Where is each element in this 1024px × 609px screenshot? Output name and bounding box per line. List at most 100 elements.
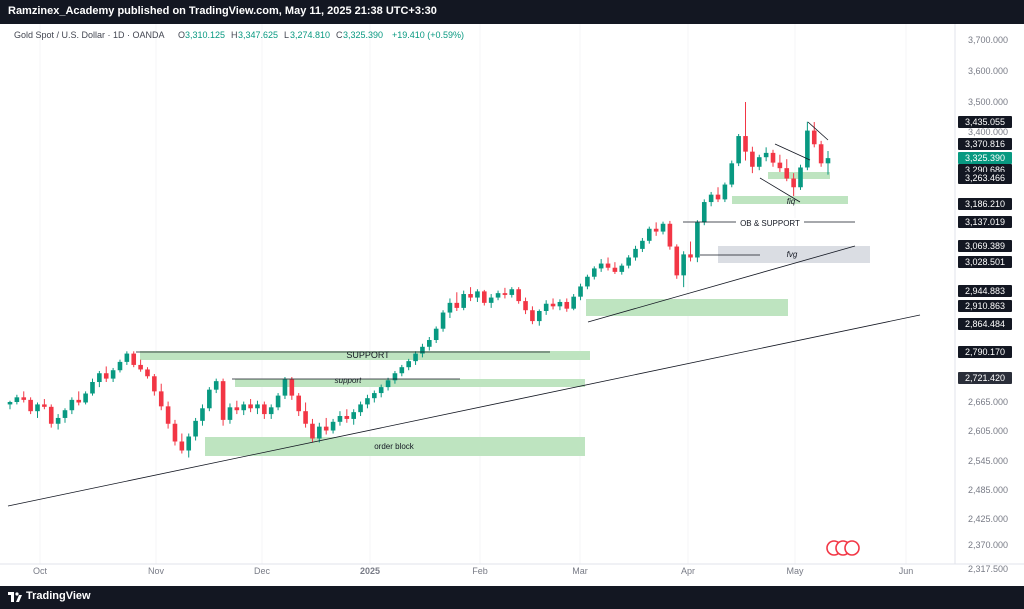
y-tick-label: 3,600.000: [968, 66, 1008, 76]
candle-body: [777, 162, 783, 169]
x-tick-label: 2025: [360, 566, 380, 576]
candle-body: [131, 353, 137, 365]
candle-body: [488, 297, 494, 303]
x-tick-label: Jun: [899, 566, 914, 576]
candle-body: [798, 167, 803, 188]
candle-body: [811, 130, 817, 145]
price-label: 2,721.420: [965, 373, 1005, 383]
trendline: [759, 177, 801, 203]
candlestick-chart[interactable]: SUPPORT support order block OB & SUPPORT fvg…: [0, 24, 1024, 586]
candle-body: [591, 268, 597, 277]
price-label: 3,370.816: [965, 139, 1005, 149]
candle-body: [612, 267, 618, 272]
candle-body: [193, 420, 198, 437]
y-tick-label: 2,665.000: [968, 397, 1008, 407]
candle-body: [358, 404, 363, 413]
candle-body: [626, 257, 631, 266]
candle-body: [172, 423, 178, 442]
candle-body: [337, 416, 343, 422]
us-flag-icon[interactable]: [844, 540, 860, 556]
price-label: 3,263.466: [965, 173, 1005, 183]
candle-body: [90, 382, 95, 394]
y-tick-label: 3,500.000: [968, 97, 1008, 107]
price-label: 2,790.170: [965, 347, 1005, 357]
candle-body: [124, 353, 130, 362]
candle-body: [736, 136, 741, 164]
price-label-bg: [958, 318, 1012, 330]
candle-body: [461, 294, 466, 308]
candle-body: [585, 276, 590, 287]
zones-layer: [140, 172, 870, 456]
candle-body: [399, 367, 405, 374]
candle-body: [536, 310, 542, 322]
x-tick-label: Nov: [148, 566, 165, 576]
candle-body: [76, 399, 82, 403]
candle-body: [660, 223, 666, 232]
trendline: [587, 245, 856, 323]
time-axis[interactable]: Oct Nov Dec 2025 Feb Mar Apr May Jun: [0, 563, 1024, 576]
annotation-label: order block: [374, 442, 415, 451]
footer-brand: TradingView: [26, 590, 91, 602]
price-label-bg: [958, 372, 1012, 384]
candle-body: [619, 265, 625, 272]
candle-body: [255, 404, 260, 409]
candle-body: [440, 312, 446, 329]
candle-body: [186, 436, 192, 451]
price-zone: [732, 196, 848, 204]
x-tick-label: Mar: [572, 566, 588, 576]
candle-body: [729, 163, 735, 185]
candle-body: [763, 152, 769, 158]
candle-body: [227, 407, 233, 420]
trendline: [807, 121, 829, 141]
candle-body: [454, 302, 460, 308]
price-label-bg: [958, 346, 1012, 358]
annotation-label: support: [335, 376, 362, 385]
candle-body: [406, 361, 411, 368]
candle-body: [791, 178, 796, 188]
candle-body: [213, 381, 219, 390]
legend-high: 3,347.625: [238, 30, 278, 40]
candle-body: [646, 228, 652, 241]
price-axis[interactable]: 3,700.000 3,600.000 3,500.000 3,400.000 2,66…: [954, 24, 1024, 574]
candle-body: [750, 151, 755, 167]
candle-body: [708, 194, 714, 203]
candle-body: [317, 426, 322, 439]
legend-close: 3,325.390: [343, 30, 383, 40]
candle-body: [268, 407, 274, 415]
candle-body: [351, 412, 356, 419]
y-tick-label: 3,700.000: [968, 35, 1008, 45]
candle-body: [378, 387, 384, 394]
x-tick-label: Oct: [33, 566, 48, 576]
price-label-bg: [958, 256, 1012, 268]
candle-body: [262, 404, 267, 415]
price-label-bg: [958, 285, 1012, 297]
candle-body: [323, 426, 329, 431]
x-tick-label: Apr: [681, 566, 695, 576]
annotation-label: OB & SUPPORT: [740, 219, 800, 228]
candle-body: [681, 254, 686, 276]
price-zone: [205, 437, 585, 456]
legend-low-label: L: [284, 30, 289, 40]
candle-body: [688, 254, 693, 258]
price-label-bg: [958, 198, 1012, 210]
candle-body: [825, 158, 831, 164]
candle-body: [220, 381, 226, 420]
candle-body: [564, 301, 570, 309]
candle-body: [179, 441, 185, 451]
candle-body: [516, 289, 521, 302]
price-zone: [140, 351, 590, 360]
candle-body: [674, 246, 680, 276]
legend-symbol: Gold Spot / U.S. Dollar · 1D · OANDA: [14, 30, 165, 40]
candle-body: [433, 328, 439, 341]
candle-body: [69, 399, 75, 411]
legend-close-label: C: [336, 30, 343, 40]
candle-body: [392, 373, 398, 381]
candle-body: [385, 380, 391, 388]
price-label-bg: [958, 172, 1012, 184]
candle-body: [756, 157, 762, 167]
annotation-label: fvg: [787, 250, 798, 259]
price-label: 3,435.055: [965, 117, 1005, 127]
flag-icons[interactable]: [826, 540, 860, 556]
price-zone: [235, 379, 585, 387]
y-tick-label: 2,370.000: [968, 540, 1008, 550]
